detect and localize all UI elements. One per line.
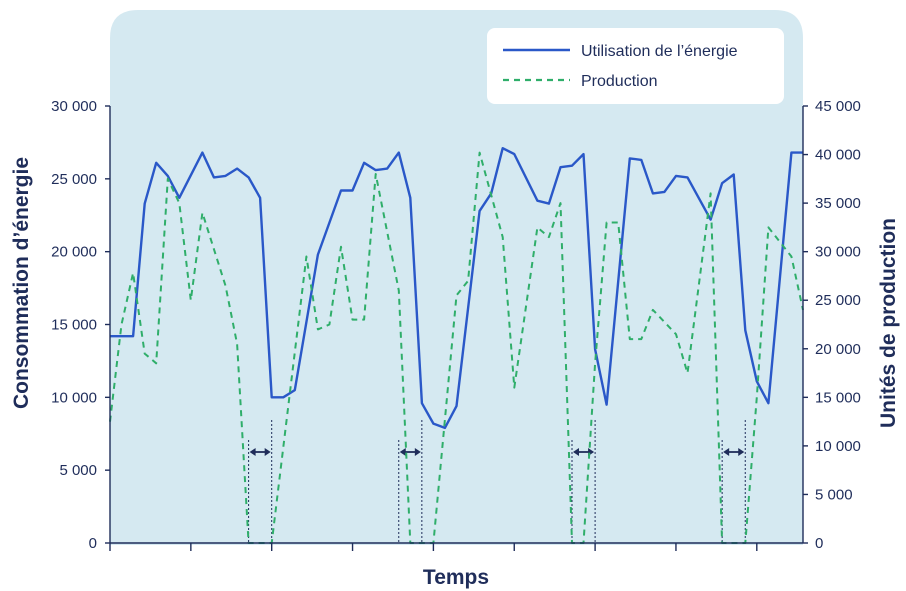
y-left-tick-label: 25 000 xyxy=(51,171,97,188)
gap-arrow-left-head xyxy=(399,448,406,456)
legend-label-energy: Utilisation de l’énergie xyxy=(581,43,738,60)
y-left-tick-label: 5 000 xyxy=(59,462,97,479)
y-left-tick-label: 30 000 xyxy=(51,98,97,115)
gap-arrow-left-head xyxy=(723,448,730,456)
legend-box xyxy=(487,28,784,104)
gap-arrow-right-head xyxy=(738,448,745,456)
y-right-tick-label: 15 000 xyxy=(815,389,861,406)
y-right-tick-label: 0 xyxy=(815,535,823,552)
y-right-tick-label: 40 000 xyxy=(815,147,861,164)
y-right-tick-label: 45 000 xyxy=(815,98,861,115)
gap-arrow-right-head xyxy=(414,448,421,456)
plot-area xyxy=(110,10,803,545)
x-axis-title: Temps xyxy=(423,566,489,589)
y-right-tick-label: 20 000 xyxy=(815,341,861,358)
gap-arrow-left-head xyxy=(249,448,256,456)
y-left-tick-label: 10 000 xyxy=(51,389,97,406)
production-series-line xyxy=(109,151,804,544)
legend-label-production: Production xyxy=(581,73,658,90)
y-axis-left-title: Consommation d’énergie xyxy=(10,157,33,409)
gap-arrow-left-head xyxy=(573,448,579,456)
y-right-tick-label: 35 000 xyxy=(815,195,861,212)
legend: Utilisation de l’énergie Production xyxy=(487,28,784,104)
y-axis-right-title: Unités de production xyxy=(877,218,900,428)
y-right-tick-label: 25 000 xyxy=(815,292,861,309)
y-right-tick-label: 10 000 xyxy=(815,438,861,455)
y-left-tick-label: 20 000 xyxy=(51,244,97,261)
energy-usage-series-line xyxy=(110,146,803,430)
y-right-tick-label: 30 000 xyxy=(815,244,861,261)
y-left-tick-label: 15 000 xyxy=(51,317,97,334)
y-right-tick-label: 5 000 xyxy=(815,486,853,503)
y-left-tick-label: 0 xyxy=(89,535,97,552)
gap-arrow-right-head xyxy=(264,448,271,456)
